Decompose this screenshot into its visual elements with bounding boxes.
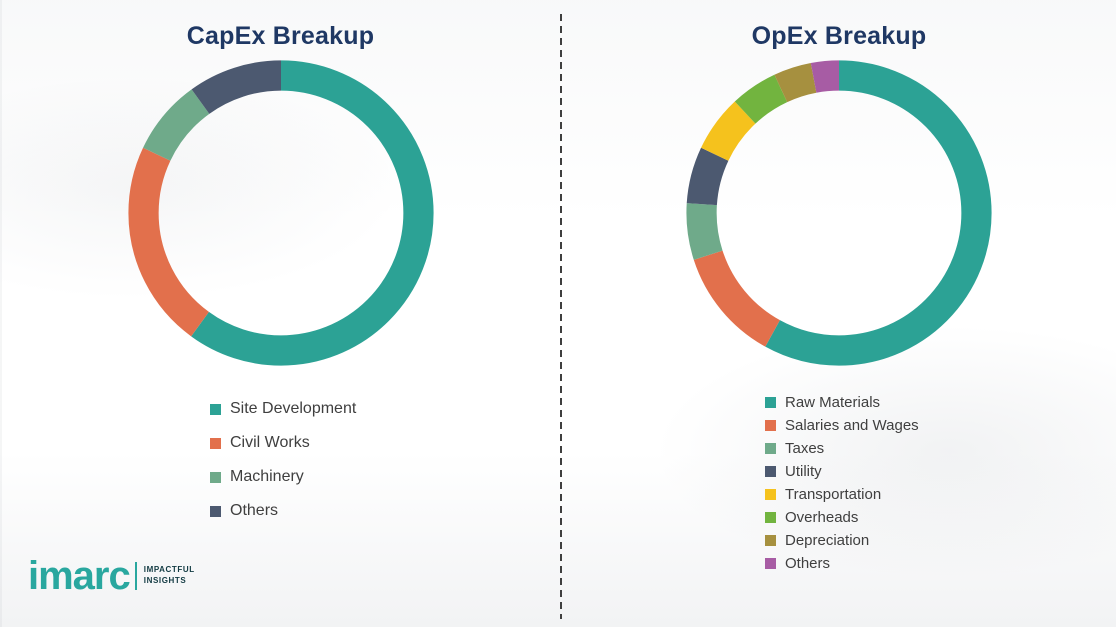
legend-swatch bbox=[765, 466, 776, 477]
legend-swatch bbox=[210, 505, 221, 517]
legend-swatch bbox=[765, 535, 776, 546]
legend-swatch bbox=[210, 437, 221, 449]
legend-label: Taxes bbox=[785, 440, 825, 457]
legend-label: Site Development bbox=[230, 400, 357, 417]
legend-swatch bbox=[765, 443, 776, 454]
legend-label: Machinery bbox=[230, 468, 304, 485]
legend-label: Civil Works bbox=[230, 434, 310, 451]
legend-label: Overheads bbox=[785, 509, 859, 526]
legend-label: Utility bbox=[785, 463, 822, 480]
legend-item: Transportation bbox=[765, 483, 919, 506]
legend-swatch bbox=[210, 471, 221, 483]
donut-svg bbox=[127, 60, 434, 366]
capex-donut-chart bbox=[125, 57, 437, 369]
legend-item: Salaries and Wages bbox=[765, 414, 919, 437]
legend-item: Utility bbox=[765, 460, 919, 483]
imarc-wordmark: imarc bbox=[28, 554, 131, 598]
legend-label: Depreciation bbox=[785, 532, 870, 549]
legend-label: Others bbox=[230, 502, 279, 519]
legend-swatch bbox=[765, 397, 776, 408]
capex-chart-title: CapEx Breakup bbox=[186, 22, 375, 50]
legend-swatch bbox=[765, 420, 776, 431]
legend-item: Raw Materials bbox=[765, 391, 919, 414]
legend-item: Depreciation bbox=[765, 529, 919, 552]
legend-swatch bbox=[765, 489, 776, 500]
legend-label: Raw Materials bbox=[785, 394, 881, 411]
legend-swatch bbox=[765, 512, 776, 523]
vertical-dashed-divider bbox=[560, 14, 562, 619]
legend-item: Others bbox=[765, 552, 919, 575]
donut-segment bbox=[127, 60, 434, 366]
legend-label: Salaries and Wages bbox=[785, 417, 919, 434]
donut-segment bbox=[686, 60, 992, 366]
tagline-line2: INSIGHTS bbox=[143, 576, 187, 585]
opex-chart-title: OpEx Breakup bbox=[751, 22, 927, 50]
tagline-line1: IMPACTFUL bbox=[143, 565, 195, 575]
donut-svg bbox=[686, 60, 992, 366]
legend-item: Machinery bbox=[210, 460, 356, 494]
legend-item: Site Development bbox=[210, 392, 356, 426]
legend-label: Others bbox=[785, 555, 831, 572]
capex-panel: CapEx Breakup Site Development Civil Work… bbox=[125, 22, 437, 528]
legend-item: Overheads bbox=[765, 506, 919, 529]
legend-item: Civil Works bbox=[210, 426, 356, 460]
legend-item: Taxes bbox=[765, 437, 919, 460]
legend: Raw Materials Salaries and Wages Taxes Util… bbox=[765, 391, 919, 575]
donut-segment bbox=[127, 60, 434, 366]
opex-panel: OpEx Breakup Raw Materials Salaries and W… bbox=[562, 0, 1116, 627]
logo-divider-bar bbox=[134, 562, 137, 590]
logo-tagline: IMPACTFUL INSIGHTS bbox=[144, 565, 195, 587]
opex-donut-chart bbox=[683, 57, 995, 369]
legend-label: Transportation bbox=[785, 486, 882, 503]
donut-segment bbox=[686, 60, 992, 366]
legend-swatch bbox=[210, 403, 221, 415]
imarc-logo: imarc IMPACTFUL INSIGHTS bbox=[28, 556, 195, 596]
legend-swatch bbox=[765, 558, 776, 569]
legend-item: Others bbox=[210, 494, 356, 528]
legend: Site Development Civil Works Machinery Othe… bbox=[210, 392, 356, 528]
